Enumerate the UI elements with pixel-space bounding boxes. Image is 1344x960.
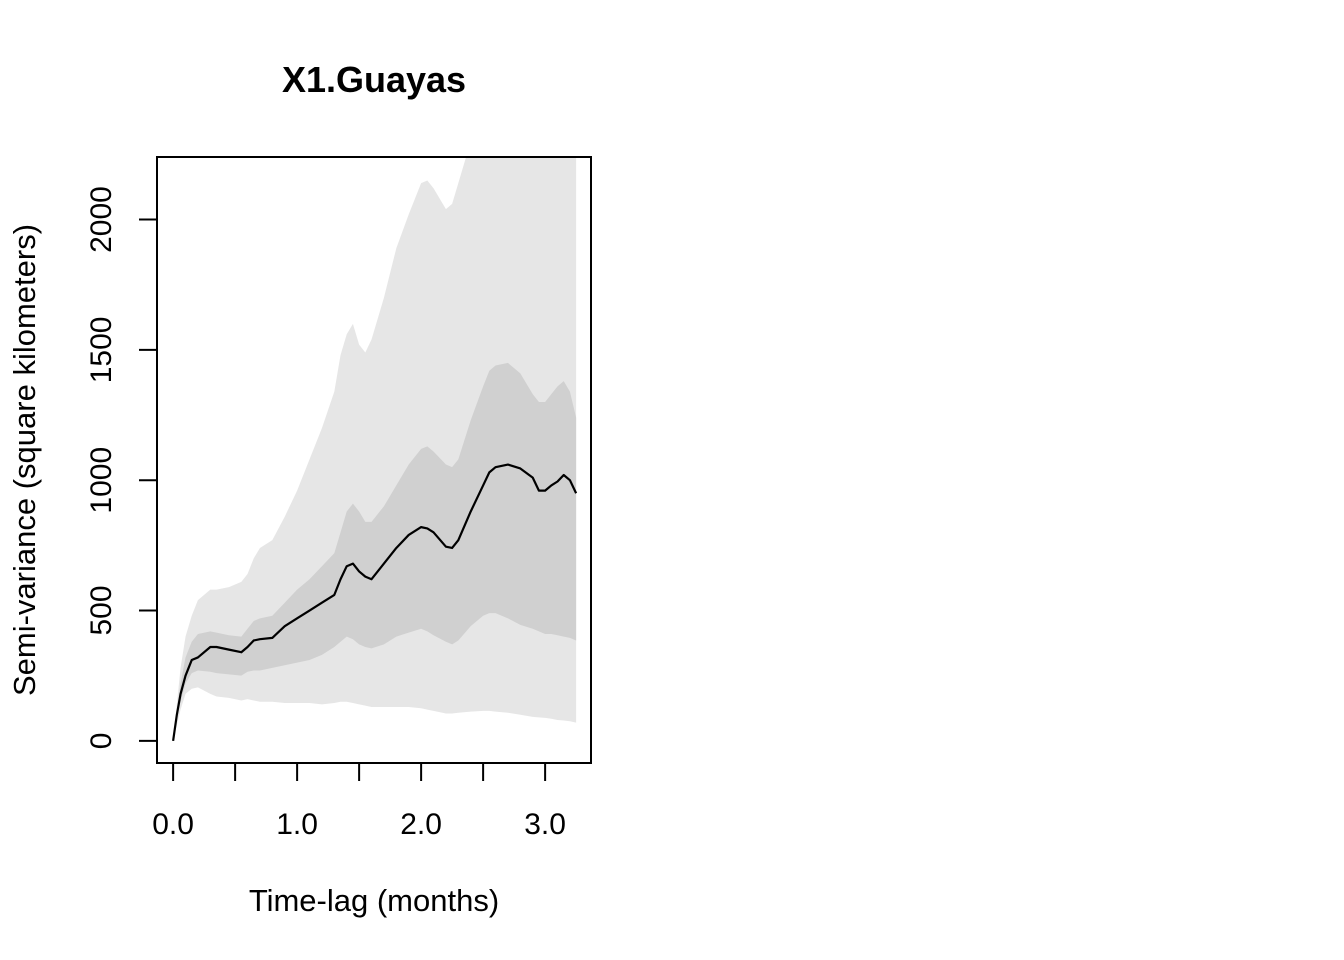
semivariance-line bbox=[172, 463, 578, 742]
y-axis: 0 500 1000 1500 2000 bbox=[85, 186, 158, 750]
x-tick-label: 2.0 bbox=[400, 808, 442, 841]
chart-title: X1.Guayas bbox=[282, 59, 466, 100]
y-tick-label: 1000 bbox=[85, 447, 118, 514]
x-axis-label: Time-lag (months) bbox=[249, 883, 499, 918]
y-axis-label: Semi-variance (square kilometers) bbox=[7, 224, 42, 696]
y-tick-label: 1500 bbox=[85, 317, 118, 384]
x-tick-label: 1.0 bbox=[276, 808, 318, 841]
series-line-group bbox=[172, 463, 578, 742]
x-axis: 0.0 1.0 2.0 3.0 bbox=[152, 762, 566, 841]
y-tick-label: 500 bbox=[85, 585, 118, 635]
y-tick-label: 2000 bbox=[85, 186, 118, 253]
y-tick-label: 0 bbox=[85, 733, 118, 750]
x-tick-label: 3.0 bbox=[524, 808, 566, 841]
x-tick-label: 0.0 bbox=[152, 808, 194, 841]
confidence-bands bbox=[173, 157, 577, 741]
inner-confidence-band bbox=[173, 362, 577, 741]
